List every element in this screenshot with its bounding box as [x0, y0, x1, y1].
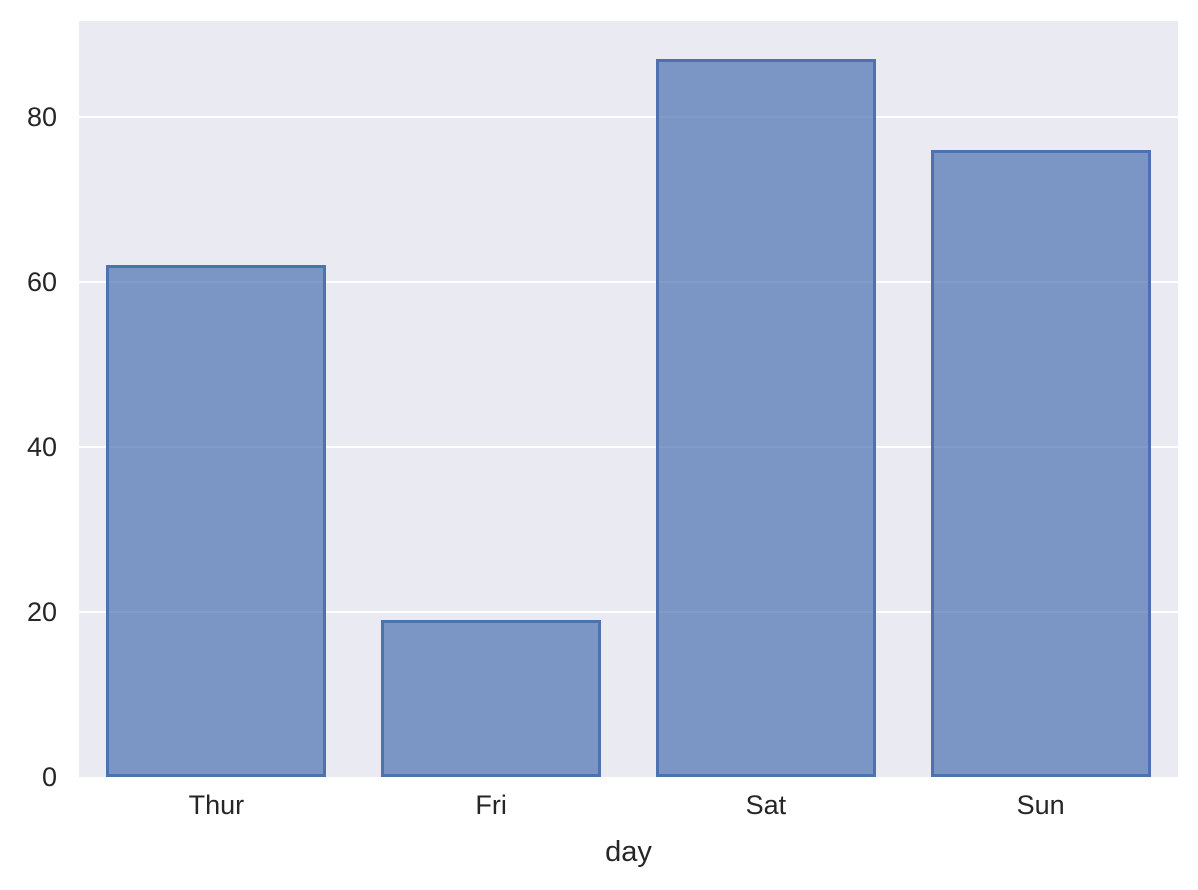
- plot-area: [79, 21, 1178, 777]
- gridline-y-20: [79, 610, 1178, 613]
- y-tick-label-80: 80: [26, 101, 57, 132]
- y-tick-label-60: 60: [26, 266, 57, 297]
- x-tick-label-sun: Sun: [1016, 790, 1065, 820]
- bar-thur: [106, 265, 327, 777]
- x-axis-title: day: [605, 836, 652, 868]
- x-tick-label-fri: Fri: [475, 790, 507, 820]
- gridline-y-80: [79, 115, 1178, 118]
- x-axis: Thur Fri Sat Sun: [79, 788, 1178, 822]
- y-tick-label-40: 40: [26, 431, 57, 462]
- y-axis: 0 20 40 60 80: [0, 21, 79, 792]
- y-tick-label-20: 20: [26, 596, 57, 627]
- bar-fri: [381, 620, 602, 777]
- bar-sun: [930, 150, 1151, 777]
- x-tick-label-sat: Sat: [745, 790, 787, 820]
- y-tick-label-0: 0: [41, 762, 57, 792]
- gridline-y-40: [79, 445, 1178, 448]
- x-tick-label-thur: Thur: [188, 790, 245, 820]
- gridline-y-60: [79, 280, 1178, 283]
- bar-sat: [655, 59, 876, 777]
